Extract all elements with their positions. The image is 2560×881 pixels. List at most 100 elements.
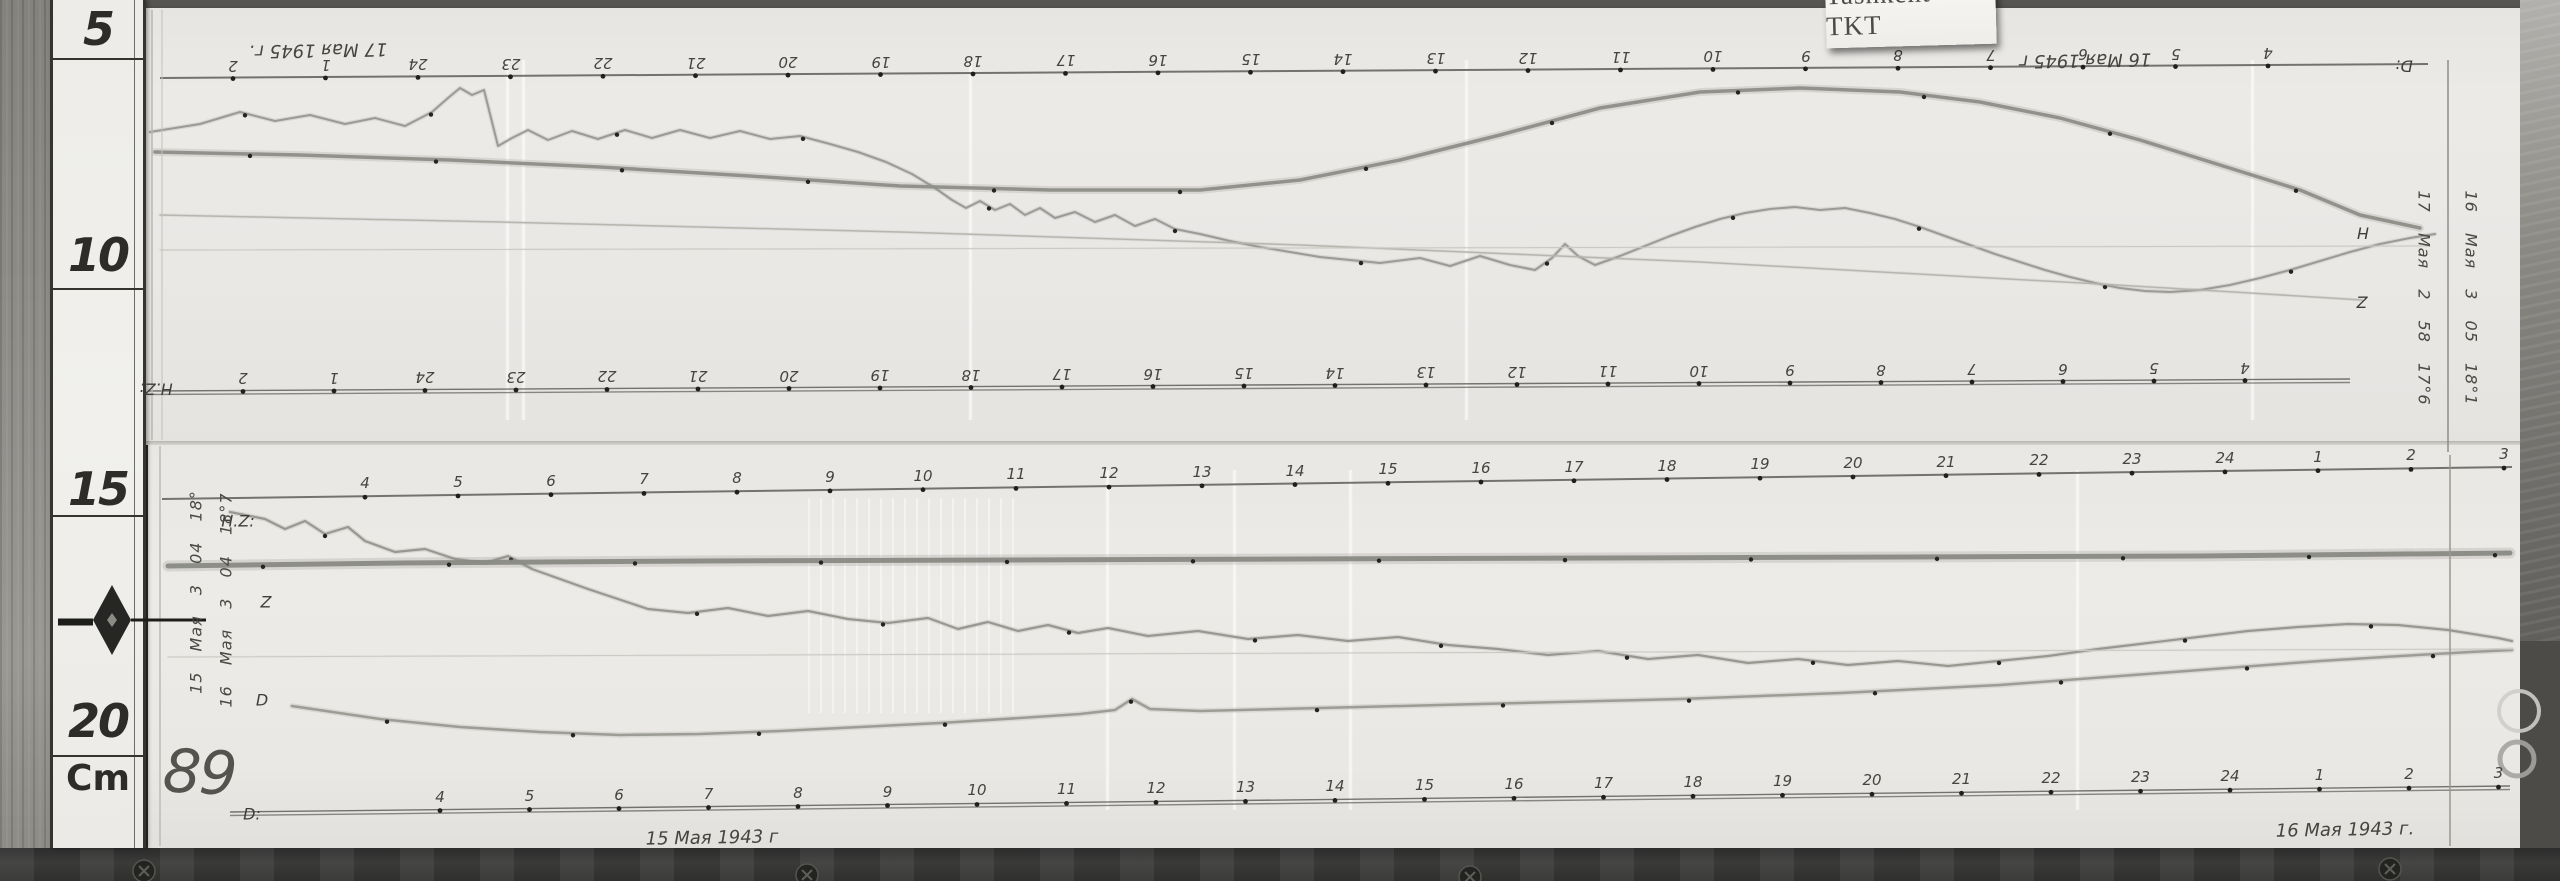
- trace-timing-dot: [942, 722, 948, 727]
- hour-tick-dot: [1385, 480, 1391, 486]
- hour-tick-label: 22: [597, 367, 617, 386]
- hour-tick-dot: [1869, 791, 1875, 797]
- hour-tick-dot: [920, 487, 926, 493]
- hour-tick-label: 19: [870, 52, 891, 71]
- cm-ruler: 5 10 15 20 Cm: [50, 0, 146, 848]
- hour-tick-label: 10: [1689, 361, 1709, 380]
- punch-ring: [2497, 739, 2537, 779]
- trace-timing-dot: [433, 159, 439, 164]
- hour-tick-label: 23: [506, 367, 526, 386]
- hour-tick-dot: [827, 488, 833, 494]
- hour-tick-label: 13: [1416, 363, 1436, 382]
- hour-tick-dot: [1943, 473, 1949, 479]
- hour-tick-label: 8: [732, 469, 742, 488]
- trace-timing-dot: [384, 719, 390, 724]
- hour-tick-label: 11: [1598, 362, 1618, 381]
- hour-tick-dot: [1478, 479, 1484, 485]
- hour-tick-dot: [2408, 466, 2414, 472]
- hour-tick-label: 6: [614, 785, 624, 804]
- trace-timing-dot: [694, 611, 700, 617]
- hour-tick-label: 10: [913, 466, 933, 485]
- bolt-slot: [1464, 871, 1476, 881]
- hour-scale-line-double: [147, 381, 2351, 396]
- hour-tick-label: 8: [1876, 360, 1886, 379]
- trace-echo-D: [147, 85, 2438, 295]
- hour-tick-dot: [2151, 378, 2157, 384]
- hour-tick-dot: [1433, 68, 1438, 74]
- hour-tick-label: 17: [1055, 51, 1076, 70]
- hour-tick-dot: [1059, 384, 1065, 390]
- hour-tick-label: 4: [435, 787, 445, 806]
- trace-Z: [165, 550, 2513, 569]
- hour-tick-dot: [1959, 790, 1964, 796]
- hour-tick-dot: [2406, 785, 2412, 791]
- hour-tick-dot: [616, 806, 622, 811]
- hour-tick-dot: [1690, 793, 1696, 799]
- hour-tick-label: 1: [2314, 766, 2325, 785]
- bolt-head: [795, 863, 819, 881]
- hour-scale-line: [229, 785, 2511, 813]
- hour-tick-label: 11: [1006, 465, 1026, 484]
- hour-tick-dot: [2060, 379, 2066, 384]
- trace-timing-dot: [1177, 189, 1183, 195]
- trace-timing-dot: [242, 113, 248, 118]
- hour-tick-dot: [693, 73, 698, 79]
- trace-timing-dot: [2102, 284, 2108, 290]
- hour-tick-label: 12: [1518, 48, 1538, 67]
- wood-background-top: [56, 0, 2526, 10]
- hour-tick-dot: [2315, 468, 2321, 474]
- hour-tick-label: 18: [961, 365, 981, 384]
- hour-tick-label: 2: [2406, 446, 2416, 465]
- hour-tick-label: 12: [1507, 362, 1527, 381]
- hour-tick-label: 7: [1985, 45, 1996, 64]
- photo-streak: [2075, 470, 2080, 810]
- hour-tick-label: 5: [524, 786, 535, 805]
- trace-timing-dot: [1172, 228, 1178, 234]
- hour-tick-label: 13: [1192, 462, 1212, 481]
- ruler-mark-5: 5: [82, 2, 115, 56]
- hour-tick-dot: [2129, 470, 2135, 476]
- hour-tick-dot: [415, 75, 421, 80]
- trace-timing-dot: [1358, 260, 1364, 266]
- hour-tick-label: 3: [2499, 445, 2509, 464]
- hour-tick-dot: [1106, 484, 1112, 490]
- hour-tick-label: 7: [639, 470, 649, 489]
- trace-label-Z: Z: [260, 592, 272, 612]
- hour-tick-dot: [1511, 795, 1517, 801]
- wood-corner-bottom-right: [2520, 641, 2560, 881]
- hour-tick-dot: [422, 388, 428, 393]
- hour-tick-label: 18: [1683, 773, 1703, 792]
- hour-tick-dot: [1340, 69, 1346, 75]
- hour-tick-label: 20: [1843, 453, 1863, 472]
- hour-tick-label: 23: [2130, 768, 2151, 787]
- trace-echo-D: [289, 647, 2515, 738]
- hour-tick-label: 6: [2058, 359, 2068, 378]
- hour-tick-dot: [786, 386, 792, 391]
- hour-tick-label: 4: [2263, 43, 2273, 62]
- hour-tick-dot: [230, 76, 236, 81]
- hour-tick-label: 18: [1657, 456, 1677, 475]
- hour-tick-dot: [600, 73, 606, 79]
- hour-tick-label: 21: [688, 367, 708, 385]
- hour-tick-label: 9: [1785, 361, 1795, 380]
- hour-tick-dot: [1514, 382, 1520, 387]
- hour-tick-dot: [1525, 68, 1531, 73]
- hour-tick-dot: [362, 494, 368, 500]
- hour-tick-label: 11: [1056, 780, 1077, 799]
- margin-note: 17 Мая 2 58 17°6: [2414, 190, 2434, 406]
- trace-label-H: H: [2356, 223, 2370, 243]
- trace-timing-dot: [986, 206, 992, 211]
- hour-tick-label: 15: [1234, 364, 1254, 383]
- hour-tick-label: 16: [1148, 50, 1168, 69]
- hour-tick-dot: [1850, 474, 1856, 480]
- ruler-diamond-center: [107, 613, 117, 627]
- trace-timing-dot: [2306, 554, 2312, 560]
- hour-tick-label: 24: [415, 368, 435, 387]
- trace-timing-dot: [880, 622, 886, 627]
- hour-tick-label: 14: [1325, 363, 1345, 382]
- hour-tick-label: 24: [2220, 767, 2240, 786]
- trace-timing-dot: [1314, 707, 1320, 713]
- hour-tick-dot: [1969, 379, 1975, 385]
- hour-tick-dot: [2173, 64, 2178, 69]
